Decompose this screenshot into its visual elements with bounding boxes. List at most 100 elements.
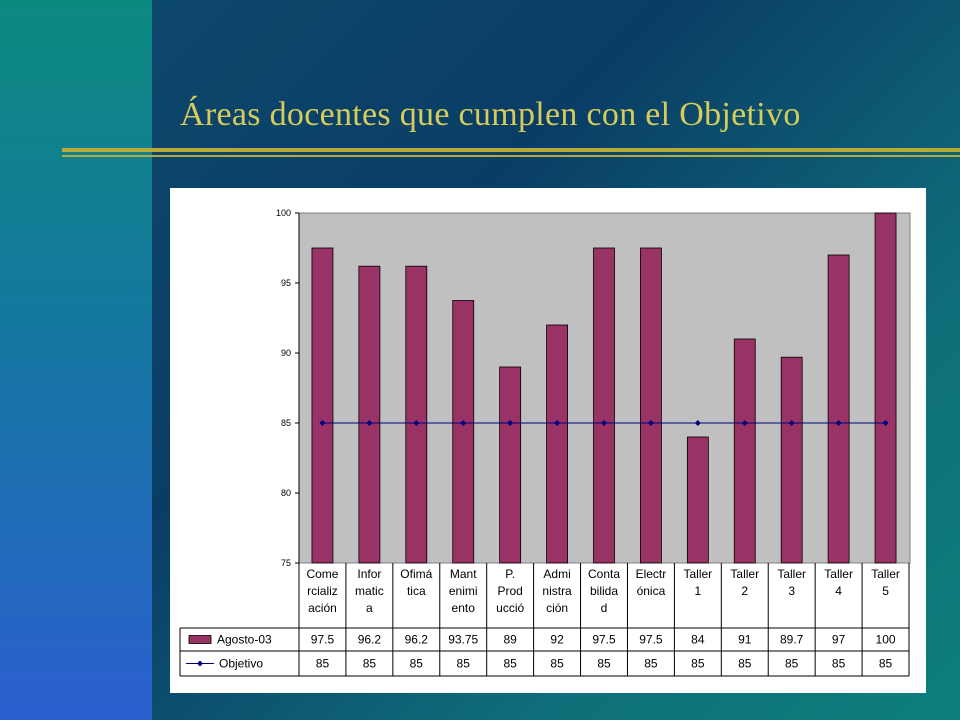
chart-panel: 75 80 85 90 95 100 Come rcializ ación Infor matic a… [170, 188, 926, 693]
category-label: ción [546, 601, 568, 615]
bar [780, 356, 803, 564]
objective-marker [601, 420, 607, 426]
objective-marker [460, 420, 467, 426]
bar [686, 436, 709, 564]
category-label: ento [452, 601, 476, 615]
bar [311, 247, 334, 564]
data-label-agosto: 97.5 [311, 633, 335, 647]
category-label: Ofimá [400, 567, 432, 581]
category-label: rcializ [307, 584, 338, 598]
data-label-objetivo: 85 [738, 657, 752, 671]
y-tick-label: 100 [276, 208, 291, 218]
objective-marker [413, 420, 420, 426]
bar [546, 324, 568, 564]
legend-label-objetivo: Objetivo [219, 657, 263, 671]
objective-marker [835, 420, 842, 426]
y-tick-label: 95 [281, 278, 291, 288]
category-label: 1 [695, 584, 702, 598]
category-label: d [601, 601, 608, 615]
objective-marker [741, 420, 748, 426]
category-label: Come [306, 567, 338, 581]
data-label-agosto: 97.5 [639, 633, 663, 647]
y-tick-label: 75 [281, 558, 291, 568]
data-label-agosto: 84 [691, 633, 705, 647]
data-label-objetivo: 85 [597, 657, 611, 671]
category-label: nistra [542, 584, 572, 598]
bar [499, 366, 522, 564]
category-label: Taller [730, 567, 759, 581]
category-label: 2 [741, 584, 748, 598]
data-label-objetivo: 85 [410, 657, 424, 671]
category-label: ucció [496, 601, 524, 615]
data-label-agosto: 93.75 [448, 633, 478, 647]
slide-title: Áreas docentes que cumplen con el Objeti… [180, 96, 801, 133]
category-label: 5 [882, 584, 889, 598]
bar [827, 254, 850, 564]
category-label: Electr [636, 567, 667, 581]
data-label-agosto: 96.2 [405, 633, 429, 647]
objective-marker [694, 420, 701, 426]
category-label: Taller [684, 567, 713, 581]
category-label: Mant [450, 567, 477, 581]
bar [874, 212, 897, 564]
objective-marker [366, 420, 373, 426]
category-label: bilida [590, 584, 618, 598]
legend-key-bar [188, 635, 212, 644]
data-label-agosto: 96.2 [358, 633, 382, 647]
objective-marker [647, 420, 654, 426]
data-label-objetivo: 85 [644, 657, 658, 671]
category-label: Taller [777, 567, 806, 581]
category-label: Admi [543, 567, 570, 581]
data-label-agosto: 91 [738, 633, 752, 647]
y-tick-label: 80 [281, 488, 291, 498]
data-label-agosto: 92 [550, 633, 564, 647]
category-label: tica [407, 584, 426, 598]
bar [733, 338, 756, 564]
title-underline-thin [62, 155, 960, 157]
y-tick-label: 85 [281, 418, 291, 428]
legend-key-marker [197, 660, 203, 667]
title-underline-thick [62, 148, 960, 152]
category-label: ónica [637, 584, 666, 598]
bar [452, 300, 475, 564]
category-label: matic [355, 584, 384, 598]
data-label-objetivo: 85 [457, 657, 471, 671]
y-tick-label: 90 [281, 348, 291, 358]
category-label: Infor [357, 567, 381, 581]
objective-marker [788, 420, 795, 426]
left-accent-band [0, 0, 152, 720]
category-label: 3 [788, 584, 795, 598]
objective-marker [554, 420, 561, 426]
data-label-objetivo: 85 [363, 657, 377, 671]
data-label-agosto: 89.7 [780, 633, 804, 647]
data-label-objetivo: 85 [316, 657, 330, 671]
chart-svg: 7580859095100ComercializaciónInformatica… [179, 208, 911, 677]
category-label: enimi [449, 584, 478, 598]
objective-marker [507, 420, 514, 426]
data-label-objetivo: 85 [550, 657, 564, 671]
data-label-objetivo: 85 [691, 657, 705, 671]
bar [358, 265, 381, 564]
data-label-objetivo: 85 [832, 657, 846, 671]
data-label-objetivo: 85 [879, 657, 893, 671]
data-label-objetivo: 85 [785, 657, 799, 671]
data-label-agosto: 97 [832, 633, 846, 647]
category-label: a [366, 601, 373, 615]
legend-label-agosto: Agosto-03 [217, 633, 272, 647]
data-label-agosto: 97.5 [592, 633, 616, 647]
category-label: Conta [588, 567, 620, 581]
category-label: Taller [824, 567, 853, 581]
category-label: P. [505, 567, 515, 581]
objective-marker [882, 420, 889, 426]
data-label-objetivo: 85 [503, 657, 517, 671]
data-label-agosto: 89 [503, 633, 517, 647]
bar [593, 247, 615, 564]
objective-marker [319, 420, 326, 426]
bar [640, 247, 662, 564]
category-label: Prod [497, 584, 522, 598]
data-label-agosto: 100 [876, 633, 896, 647]
bar [405, 265, 428, 564]
category-label: Taller [871, 567, 900, 581]
category-label: ación [308, 601, 337, 615]
category-label: 4 [835, 584, 842, 598]
